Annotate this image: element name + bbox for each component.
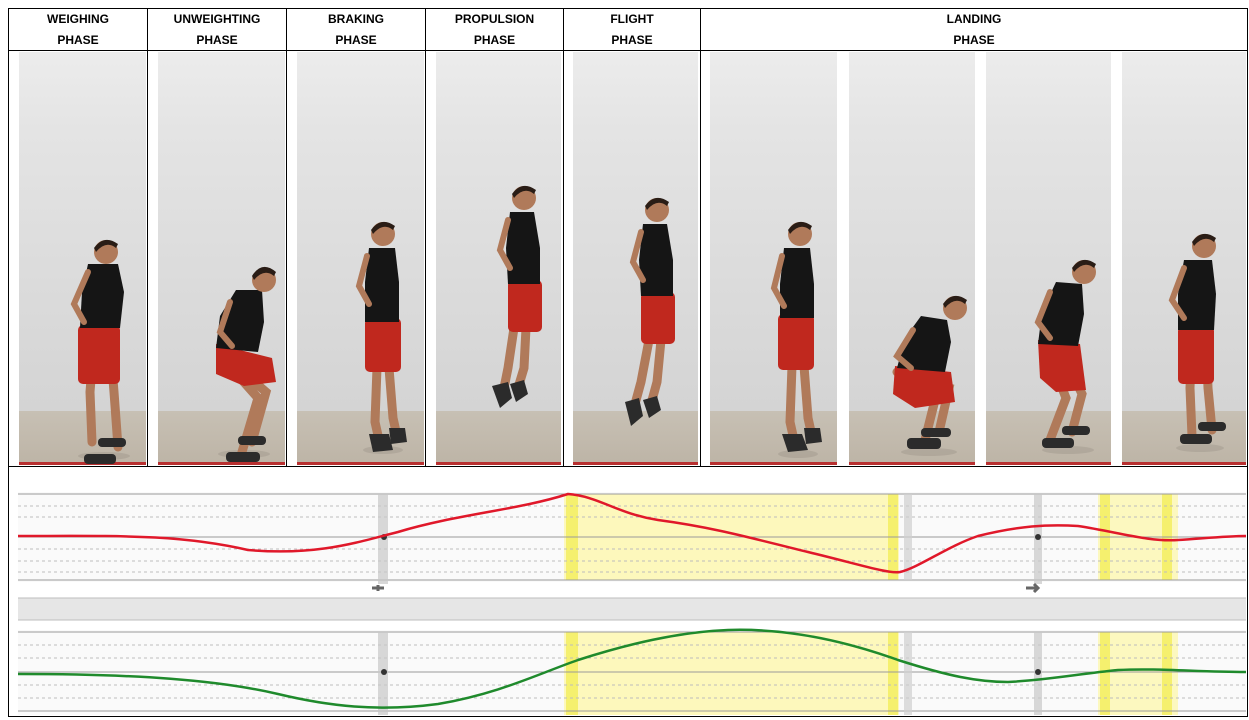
arrow-icon [1026,582,1041,594]
phase-subtitle: PHASE [953,32,995,47]
photo-unweighting [158,52,285,465]
photo-weighing [19,52,146,465]
jumper-figure [1168,233,1226,452]
phase-title: PROPULSION [454,11,535,26]
phase-title: WEIGHING [47,11,109,26]
column-divider [286,8,287,467]
photo-flight [573,52,698,465]
jumper-figure [355,221,407,454]
photo-landing-1 [710,52,837,465]
column-divider [700,8,701,467]
jumper-figure [892,295,967,456]
photo-landing-4 [1122,52,1246,465]
jumper-figure [1034,259,1096,454]
phase-header-unweighting: UNWEIGHTING PHASE [148,9,286,50]
phase-title: LANDING [946,11,1002,26]
figure-frame [8,8,1248,717]
phase-subtitle: PHASE [611,32,653,47]
phase-subtitle: PHASE [335,32,377,47]
phase-header-weighing: WEIGHING PHASE [9,9,147,50]
force-velocity-traces [17,470,1247,715]
phase-title: FLIGHT [610,11,654,26]
phase-title: BRAKING [328,11,384,26]
velocity-curve [17,628,1247,709]
jumper-figure [492,185,542,408]
column-divider [147,8,148,467]
force-trace-panel [17,492,1247,594]
phase-title: UNWEIGHTING [173,11,261,26]
force-curve [17,492,1247,574]
phase-header-landing: LANDING PHASE [701,9,1247,50]
photo-braking [297,52,424,465]
column-divider [563,8,564,467]
jumper-figure [625,197,675,426]
photo-landing-3 [986,52,1111,465]
jumper-figure [70,239,130,464]
phase-header-propulsion: PROPULSION PHASE [426,9,563,50]
phase-header-flight: FLIGHT PHASE [564,9,700,50]
photo-propulsion [436,52,561,465]
column-divider [425,8,426,467]
phase-header-braking: BRAKING PHASE [287,9,425,50]
trace-separator [18,598,1246,620]
highlight-band [564,632,899,715]
header-divider [8,50,1248,51]
photo-divider [8,466,1248,467]
phase-subtitle: PHASE [196,32,238,47]
velocity-trace-panel [17,628,1247,715]
jumper-figure [770,221,822,458]
phase-subtitle: PHASE [57,32,99,47]
phase-subtitle: PHASE [473,32,516,47]
wrench-icon [372,585,384,591]
jumper-figure [216,266,276,462]
photo-landing-2 [849,52,975,465]
